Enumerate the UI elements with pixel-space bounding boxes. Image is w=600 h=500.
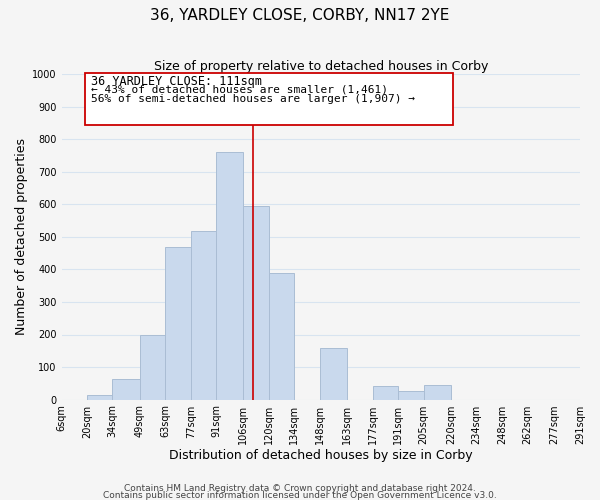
Text: Contains public sector information licensed under the Open Government Licence v3: Contains public sector information licen… bbox=[103, 491, 497, 500]
Text: ← 43% of detached houses are smaller (1,461): ← 43% of detached houses are smaller (1,… bbox=[91, 84, 388, 94]
Bar bbox=[87, 396, 112, 400]
Bar bbox=[112, 379, 140, 400]
Text: Contains HM Land Registry data © Crown copyright and database right 2024.: Contains HM Land Registry data © Crown c… bbox=[124, 484, 476, 493]
Bar bbox=[373, 386, 398, 400]
Bar bbox=[244, 206, 269, 400]
Bar bbox=[424, 384, 451, 400]
Bar bbox=[269, 272, 295, 400]
Text: 36, YARDLEY CLOSE, CORBY, NN17 2YE: 36, YARDLEY CLOSE, CORBY, NN17 2YE bbox=[151, 8, 449, 22]
X-axis label: Distribution of detached houses by size in Corby: Distribution of detached houses by size … bbox=[169, 450, 473, 462]
Text: 56% of semi-detached houses are larger (1,907) →: 56% of semi-detached houses are larger (… bbox=[91, 94, 415, 104]
FancyBboxPatch shape bbox=[85, 72, 452, 124]
Title: Size of property relative to detached houses in Corby: Size of property relative to detached ho… bbox=[154, 60, 488, 73]
Bar bbox=[191, 231, 216, 400]
Bar bbox=[320, 348, 347, 400]
Bar bbox=[398, 392, 424, 400]
Bar bbox=[216, 152, 244, 400]
Bar bbox=[140, 336, 165, 400]
Text: 36 YARDLEY CLOSE: 111sqm: 36 YARDLEY CLOSE: 111sqm bbox=[91, 75, 262, 88]
Bar bbox=[165, 246, 191, 400]
Y-axis label: Number of detached properties: Number of detached properties bbox=[15, 138, 28, 336]
